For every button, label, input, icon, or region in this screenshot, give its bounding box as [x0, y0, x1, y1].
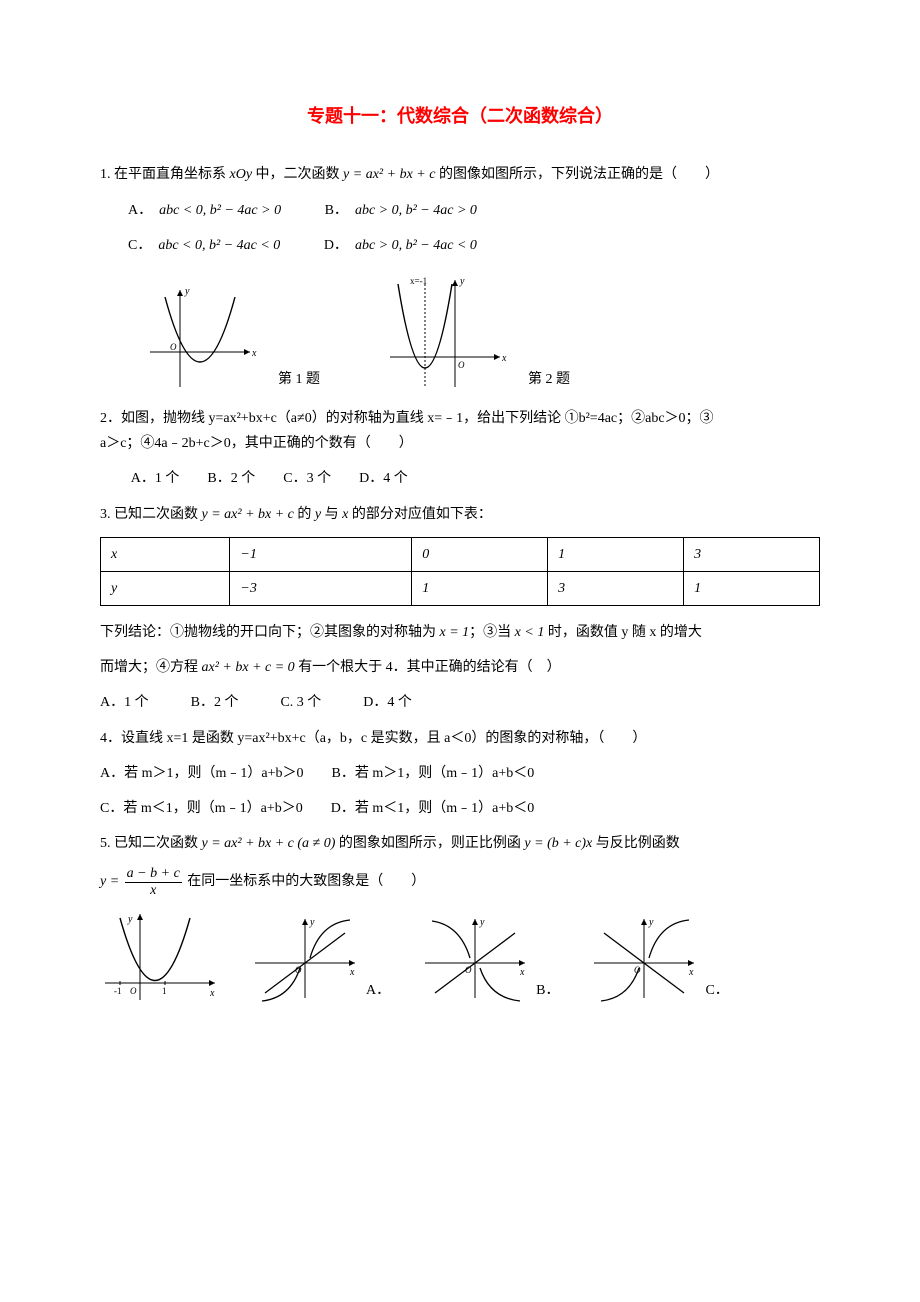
q5-stem-b: 的图象如图所示，则正比例函	[335, 836, 524, 851]
svg-text:x: x	[251, 348, 257, 359]
svg-text:O: O	[170, 342, 177, 352]
q3-stem-c: 的部分对应值如下表：	[348, 507, 492, 522]
q1-fig-caption: 第 1 题	[278, 367, 320, 392]
q5-frac: a − b + cx	[125, 866, 182, 898]
svg-text:y: y	[459, 276, 465, 287]
q1-stem-b: 中，二次函数	[252, 167, 343, 182]
q5-stem-a: 5. 已知二次函数	[100, 836, 202, 851]
svg-text:x=-1: x=-1	[410, 276, 427, 286]
q3-stem-a: 3. 已知二次函数	[100, 507, 202, 522]
cell: x	[101, 537, 230, 571]
q3-options[interactable]: A．1 个 B．2 个 C. 3 个 D．4 个	[100, 690, 820, 715]
q2-line2: a＞c；④4a﹣2b+c＞0，其中正确的个数有（ ）	[100, 431, 820, 456]
svg-text:y: y	[479, 917, 485, 928]
cell: y	[101, 571, 230, 605]
svg-text:O: O	[458, 360, 465, 370]
q5-func2: y = (b + c)x	[524, 836, 592, 851]
svg-text:x: x	[688, 967, 694, 978]
q5-option-a-figure[interactable]: x y O	[250, 913, 360, 1003]
q3-concl2-a: 而增大；④方程	[100, 660, 202, 675]
q1-opt-c[interactable]: abc < 0, b² − 4ac < 0	[158, 238, 280, 253]
cell: 1	[548, 537, 684, 571]
q3-eq: ax² + bx + c = 0	[202, 660, 295, 675]
q1-opt-c-label: C．	[128, 238, 158, 253]
q1-func: y = ax² + bx + c	[343, 167, 435, 182]
cell: 3	[548, 571, 684, 605]
q1-stem-a: 1. 在平面直角坐标系	[100, 167, 230, 182]
svg-text:1: 1	[162, 986, 167, 996]
q2-line1: 2．如图，抛物线 y=ax²+bx+c（a≠0）的对称轴为直线 x=﹣1，给出下…	[100, 406, 820, 431]
table-row: y −3 1 3 1	[101, 571, 820, 605]
svg-text:x: x	[501, 353, 507, 364]
q1-figure: x y O	[140, 282, 260, 392]
question-5: 5. 已知二次函数 y = ax² + bx + c (a ≠ 0) 的图象如图…	[100, 831, 820, 856]
q3-func: y = ax² + bx + c	[202, 507, 294, 522]
cell: 1	[684, 571, 820, 605]
svg-text:y: y	[648, 917, 654, 928]
q5-stem-c: 与反比例函数	[592, 836, 680, 851]
q5-option-b-figure[interactable]: x y O	[420, 913, 530, 1003]
q3-with: 与	[321, 507, 342, 522]
q3-axis: x = 1	[440, 625, 470, 640]
q2-options[interactable]: A．1 个 B．2 个 C．3 个 D．4 个	[131, 466, 820, 491]
q5-func1: y = ax² + bx + c (a ≠ 0)	[202, 836, 336, 851]
cell: −1	[230, 537, 412, 571]
q3-stem-b: 的	[294, 507, 315, 522]
question-4: 4．设直线 x=1 是函数 y=ax²+bx+c（a，b，c 是实数，且 a＜0…	[100, 726, 820, 751]
table-row: x −1 0 1 3	[101, 537, 820, 571]
q5-label-a: A．	[366, 978, 390, 1003]
q3-concl1-b: ；③当	[469, 625, 515, 640]
q2-fig-caption: 第 2 题	[528, 367, 570, 392]
question-2: 2．如图，抛物线 y=ax²+bx+c（a≠0）的对称轴为直线 x=﹣1，给出下…	[100, 406, 820, 456]
q5-label-b: B．	[536, 978, 559, 1003]
svg-text:O: O	[130, 986, 137, 996]
q5-given-figure: x y O -1 1	[100, 908, 220, 1003]
q5-line2-b: 在同一坐标系中的大致图象是（ ）	[184, 875, 426, 890]
svg-text:x: x	[209, 988, 215, 999]
svg-text:x: x	[519, 967, 525, 978]
cell: −3	[230, 571, 412, 605]
q5-y-eq: y =	[100, 875, 123, 890]
question-1: 1. 在平面直角坐标系 xOy 中，二次函数 y = ax² + bx + c …	[100, 162, 820, 187]
q3-concl1-a: 下列结论：①抛物线的开口向下；②其图象的对称轴为	[100, 625, 440, 640]
cell: 3	[684, 537, 820, 571]
q4-row2[interactable]: C．若 m＜1，则（m﹣1）a+b＞0 D．若 m＜1，则（m﹣1）a+b＜0	[100, 796, 820, 821]
page-title: 专题十一：代数综合（二次函数综合）	[100, 100, 820, 132]
q1-opt-b-label: B．	[325, 203, 355, 218]
q5-option-c-figure[interactable]: x y O	[589, 913, 699, 1003]
cell: 1	[412, 571, 548, 605]
svg-text:y: y	[127, 914, 133, 925]
q1-stem-c: 的图像如图所示，下列说法正确的是（ ）	[435, 167, 719, 182]
svg-text:x: x	[349, 967, 355, 978]
q4-row1[interactable]: A．若 m＞1，则（m﹣1）a+b＞0 B．若 m＞1，则（m﹣1）a+b＜0	[100, 761, 820, 786]
q3-concl2-b: 有一个根大于 4．其中正确的结论有（ ）	[295, 660, 561, 675]
q5-label-c: C．	[705, 978, 728, 1003]
q1-opt-b[interactable]: abc > 0, b² − 4ac > 0	[355, 203, 477, 218]
question-3: 3. 已知二次函数 y = ax² + bx + c 的 y 与 x 的部分对应…	[100, 502, 820, 527]
q2-figure: x y O x=-1	[380, 272, 510, 392]
q1-opt-a[interactable]: abc < 0, b² − 4ac > 0	[159, 203, 281, 218]
svg-text:y: y	[184, 286, 190, 297]
q1-opt-a-label: A．	[128, 203, 159, 218]
q1-opt-d[interactable]: abc > 0, b² − 4ac < 0	[355, 238, 477, 253]
q1-xoy: xOy	[230, 167, 253, 182]
q3-table: x −1 0 1 3 y −3 1 3 1	[100, 537, 820, 606]
q1-opt-d-label: D．	[324, 238, 355, 253]
cell: 0	[412, 537, 548, 571]
q3-cond: x < 1	[515, 625, 545, 640]
svg-text:y: y	[309, 917, 315, 928]
q3-concl1-c: 时，函数值 y 随 x 的增大	[544, 625, 702, 640]
svg-text:-1: -1	[114, 986, 122, 996]
